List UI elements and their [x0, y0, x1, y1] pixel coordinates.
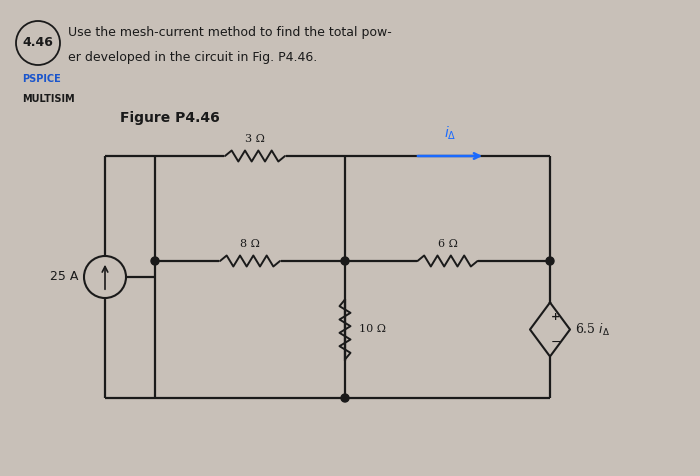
Circle shape	[341, 257, 349, 265]
Text: Figure P4.46: Figure P4.46	[120, 111, 220, 125]
Text: 6 Ω: 6 Ω	[438, 239, 457, 249]
Circle shape	[341, 394, 349, 402]
Text: 10 Ω: 10 Ω	[359, 325, 386, 335]
Text: 25 A: 25 A	[50, 270, 78, 284]
Text: +: +	[552, 311, 561, 321]
Text: PSPICE: PSPICE	[22, 74, 61, 84]
Text: 3 Ω: 3 Ω	[245, 134, 265, 144]
Circle shape	[151, 257, 159, 265]
Text: Use the mesh-current method to find the total pow-: Use the mesh-current method to find the …	[68, 26, 392, 39]
Text: 6.5 $i_\Delta$: 6.5 $i_\Delta$	[575, 321, 610, 337]
Text: −: −	[551, 336, 561, 349]
Text: $i_\Delta$: $i_\Delta$	[444, 125, 456, 142]
Text: er developed in the circuit in Fig. P4.46.: er developed in the circuit in Fig. P4.4…	[68, 51, 317, 64]
Text: 8 Ω: 8 Ω	[240, 239, 260, 249]
Text: 4.46: 4.46	[22, 37, 53, 50]
Circle shape	[546, 257, 554, 265]
Text: MULTISIM: MULTISIM	[22, 94, 75, 104]
